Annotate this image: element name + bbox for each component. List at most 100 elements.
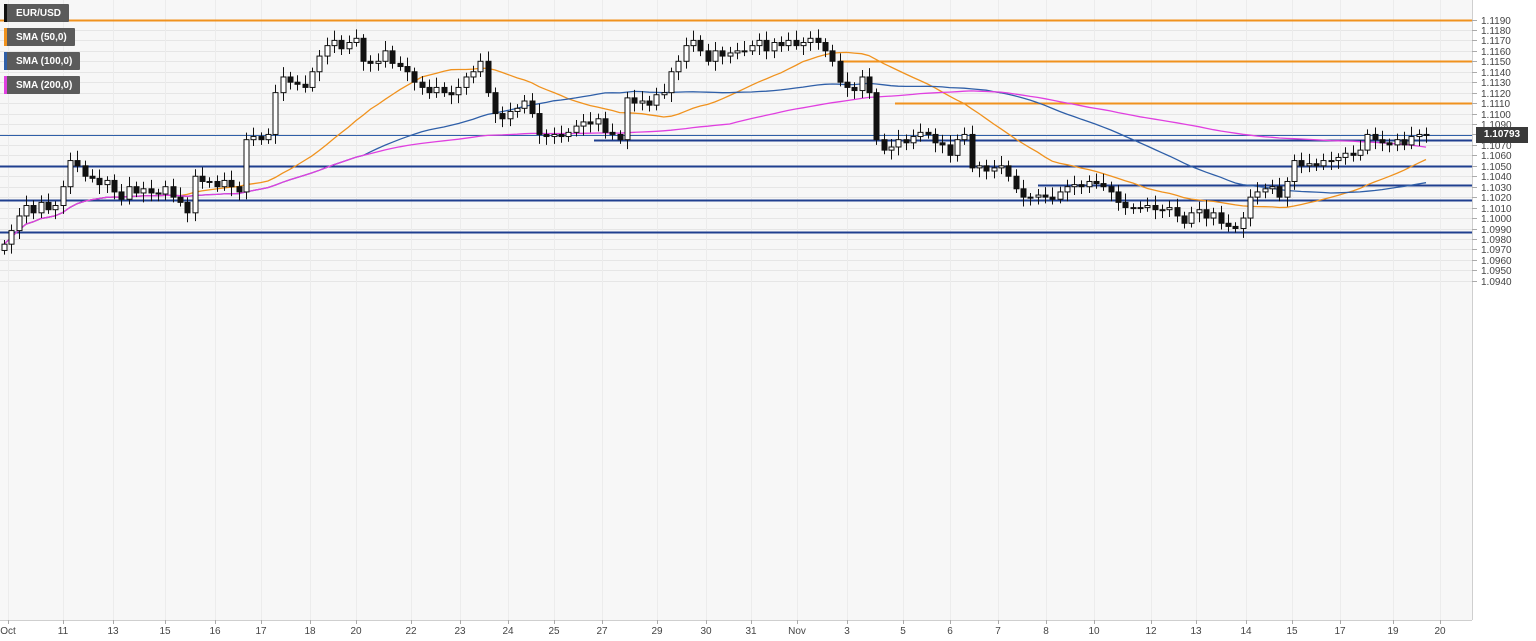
y-tick-label: 1.0990 xyxy=(1481,225,1512,236)
candle-down xyxy=(294,81,301,85)
candle-up xyxy=(507,110,514,120)
last-price-tag: 1.10793 xyxy=(1476,127,1528,144)
candle-up xyxy=(126,186,133,200)
candle-up xyxy=(690,39,697,47)
candle-up xyxy=(470,71,477,78)
y-tick-label: 1.1070 xyxy=(1481,141,1512,152)
legend-item-sma-100[interactable]: SMA (100,0) xyxy=(4,52,81,70)
candle-up xyxy=(324,45,331,57)
candle-down xyxy=(1093,180,1100,185)
candle-down xyxy=(947,144,954,156)
candle-down xyxy=(1020,188,1027,198)
y-tick-label: 1.1040 xyxy=(1481,172,1512,183)
legend-swatch xyxy=(4,52,7,70)
candle-down xyxy=(499,113,506,120)
x-tick-label: 13 xyxy=(107,626,119,637)
legend-item-eurusd[interactable]: EUR/USD xyxy=(4,4,70,22)
candle-up xyxy=(741,50,748,53)
candle-down xyxy=(302,83,309,88)
candle-down xyxy=(1013,175,1020,190)
x-tick-label: Nov xyxy=(788,626,806,637)
candle-down xyxy=(873,92,880,141)
candle-up xyxy=(580,121,587,127)
candle-up xyxy=(1247,196,1254,219)
candle-down xyxy=(837,60,844,83)
candle-down xyxy=(1181,215,1188,224)
candle-down xyxy=(1372,133,1379,141)
candle-up xyxy=(734,50,741,54)
candle-up xyxy=(712,50,719,62)
candle-down xyxy=(1122,201,1129,209)
candle-down xyxy=(419,81,426,88)
x-tick-label: 14 xyxy=(1240,626,1252,637)
candle-up xyxy=(954,139,961,156)
candle-down xyxy=(287,76,294,83)
candle-down xyxy=(1298,160,1305,167)
candle-down xyxy=(881,139,888,151)
candle-down xyxy=(30,205,37,214)
candle-down xyxy=(925,131,932,135)
candle-down xyxy=(1379,139,1386,144)
x-tick-label: 17 xyxy=(1334,626,1346,637)
y-tick-label: 1.1090 xyxy=(1481,120,1512,131)
candle-up xyxy=(1159,209,1166,212)
candle-up xyxy=(624,97,631,141)
candle-up xyxy=(192,175,199,214)
x-tick-label: 20 xyxy=(1434,626,1446,637)
candle-down xyxy=(411,71,418,83)
candle-up xyxy=(331,39,338,47)
candle-up xyxy=(756,39,763,47)
candle-down xyxy=(815,37,822,43)
candle-down xyxy=(1152,205,1159,211)
candle-up xyxy=(1423,133,1430,136)
candle-up xyxy=(206,180,213,183)
candle-down xyxy=(441,86,448,94)
x-tick-label: 30 xyxy=(700,626,712,637)
candle-up xyxy=(104,179,111,186)
candle-up xyxy=(1086,180,1093,188)
y-tick-label: 1.1160 xyxy=(1481,47,1511,58)
y-tick-label: 1.1140 xyxy=(1481,68,1511,79)
candle-up xyxy=(521,100,528,109)
candle-up xyxy=(668,71,675,94)
candle-up xyxy=(653,94,660,106)
candle-down xyxy=(82,165,89,177)
y-axis: 1.09401.09501.09601.09701.09801.09901.10… xyxy=(1472,0,1512,620)
candle-up xyxy=(1394,139,1401,146)
candle-up xyxy=(433,86,440,94)
candle-down xyxy=(236,186,243,193)
candle-up xyxy=(1342,152,1349,158)
candle-up xyxy=(353,37,360,43)
candle-up xyxy=(639,100,646,104)
legend-item-sma-50[interactable]: SMA (50,0) xyxy=(4,28,75,46)
y-tick-label: 1.0950 xyxy=(1481,266,1512,277)
candle-down xyxy=(184,201,191,214)
candle-down xyxy=(360,37,367,62)
candle-up xyxy=(1408,136,1415,146)
legend-swatch xyxy=(4,28,7,46)
candle-down xyxy=(844,81,851,88)
candle-down xyxy=(96,177,103,186)
candle-up xyxy=(60,186,67,207)
candle-down xyxy=(1350,152,1357,156)
candle-up xyxy=(785,39,792,47)
y-tick-label: 1.1150 xyxy=(1481,57,1511,68)
candle-down xyxy=(228,179,235,188)
moving-averages xyxy=(3,51,1427,245)
candle-down xyxy=(602,118,609,133)
candle-up xyxy=(573,125,580,133)
candle-up xyxy=(661,92,668,96)
candle-up xyxy=(1166,207,1173,211)
x-tick-label: 25 xyxy=(548,626,560,637)
legend-item-sma-200[interactable]: SMA (200,0) xyxy=(4,76,81,94)
candle-down xyxy=(609,131,616,135)
candle-down xyxy=(558,133,565,138)
candle-down xyxy=(1005,165,1012,177)
candle-up xyxy=(1291,160,1298,182)
candle-down xyxy=(258,136,265,141)
x-tick-label: 31 xyxy=(745,626,757,637)
candle-down xyxy=(426,86,433,94)
candle-down xyxy=(1218,212,1225,224)
x-tick-label: 15 xyxy=(1286,626,1298,637)
